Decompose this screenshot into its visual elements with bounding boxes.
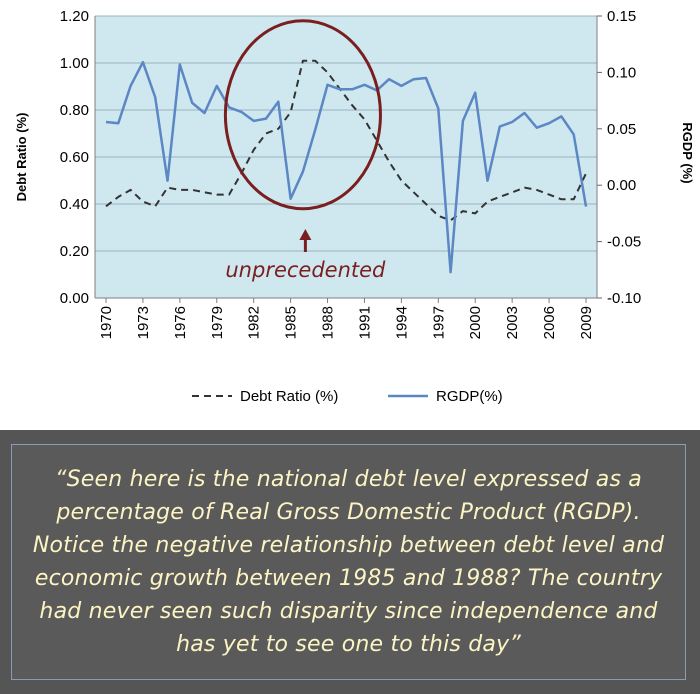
x-tick-label: 1985 <box>283 306 300 339</box>
x-tick-label: 1991 <box>356 306 373 339</box>
y-left-tick-label: 0.80 <box>60 102 89 119</box>
quote-box: “Seen here is the national debt level ex… <box>11 444 686 680</box>
y-right-tick-label: -0.10 <box>607 290 641 307</box>
legend-label-rgdp: RGDP(%) <box>436 388 503 405</box>
series-line-0 <box>105 59 587 222</box>
quote-panel: “Seen here is the national debt level ex… <box>0 430 700 694</box>
y-right-tick-label: 0.15 <box>607 8 636 25</box>
y-left-tick-label: 0.60 <box>60 149 89 166</box>
quote-text: “Seen here is the national debt level ex… <box>32 467 665 657</box>
x-tick-label: 1988 <box>320 306 337 339</box>
x-tick-label: 2003 <box>504 306 521 339</box>
x-tick-label: 1997 <box>430 306 447 339</box>
y-right-tick-label: 0.10 <box>607 64 636 81</box>
y-left-axis-title: Debt Ratio (%) <box>14 113 29 202</box>
x-tick-label: 1979 <box>209 306 226 339</box>
x-tick-label: 2009 <box>578 306 595 339</box>
chart: 0.00 0.20 0.40 0.60 0.80 1.00 1.20 -0.10 -0.05 0.… <box>14 8 695 405</box>
chart-svg: 0.00 0.20 0.40 0.60 0.80 1.00 1.20 -0.10 -0.05 0.… <box>14 8 695 405</box>
y-right-tick-label: 0.05 <box>607 121 636 138</box>
y-right-tick-label: 0.00 <box>607 177 636 194</box>
y-left-tick-label: 0.00 <box>60 290 89 307</box>
y-right-axis-title: RGDP (%) <box>680 122 695 183</box>
x-tick-label: 1970 <box>98 306 115 339</box>
y-left-tick-label: 1.20 <box>60 8 89 25</box>
y-left-tick-label: 0.40 <box>60 196 89 213</box>
y-left-tick-label: 1.00 <box>60 55 89 72</box>
x-tick-label: 1994 <box>393 306 410 339</box>
series-line-1 <box>105 60 588 274</box>
x-tick-label: 1973 <box>135 306 152 339</box>
x-tick-label: 2006 <box>541 306 558 339</box>
y-right-tick-label: -0.05 <box>607 234 641 251</box>
x-tick-label: 1976 <box>172 306 189 339</box>
annotation-circle <box>223 19 382 211</box>
y-left-tick-label: 0.20 <box>60 243 89 260</box>
x-tick-label: 1982 <box>246 306 263 339</box>
annotation-label: unprecedented <box>225 258 386 282</box>
legend-label-debt: Debt Ratio (%) <box>240 388 338 405</box>
annotation-arrow-head <box>299 229 312 240</box>
x-tick-label: 2000 <box>467 306 484 339</box>
